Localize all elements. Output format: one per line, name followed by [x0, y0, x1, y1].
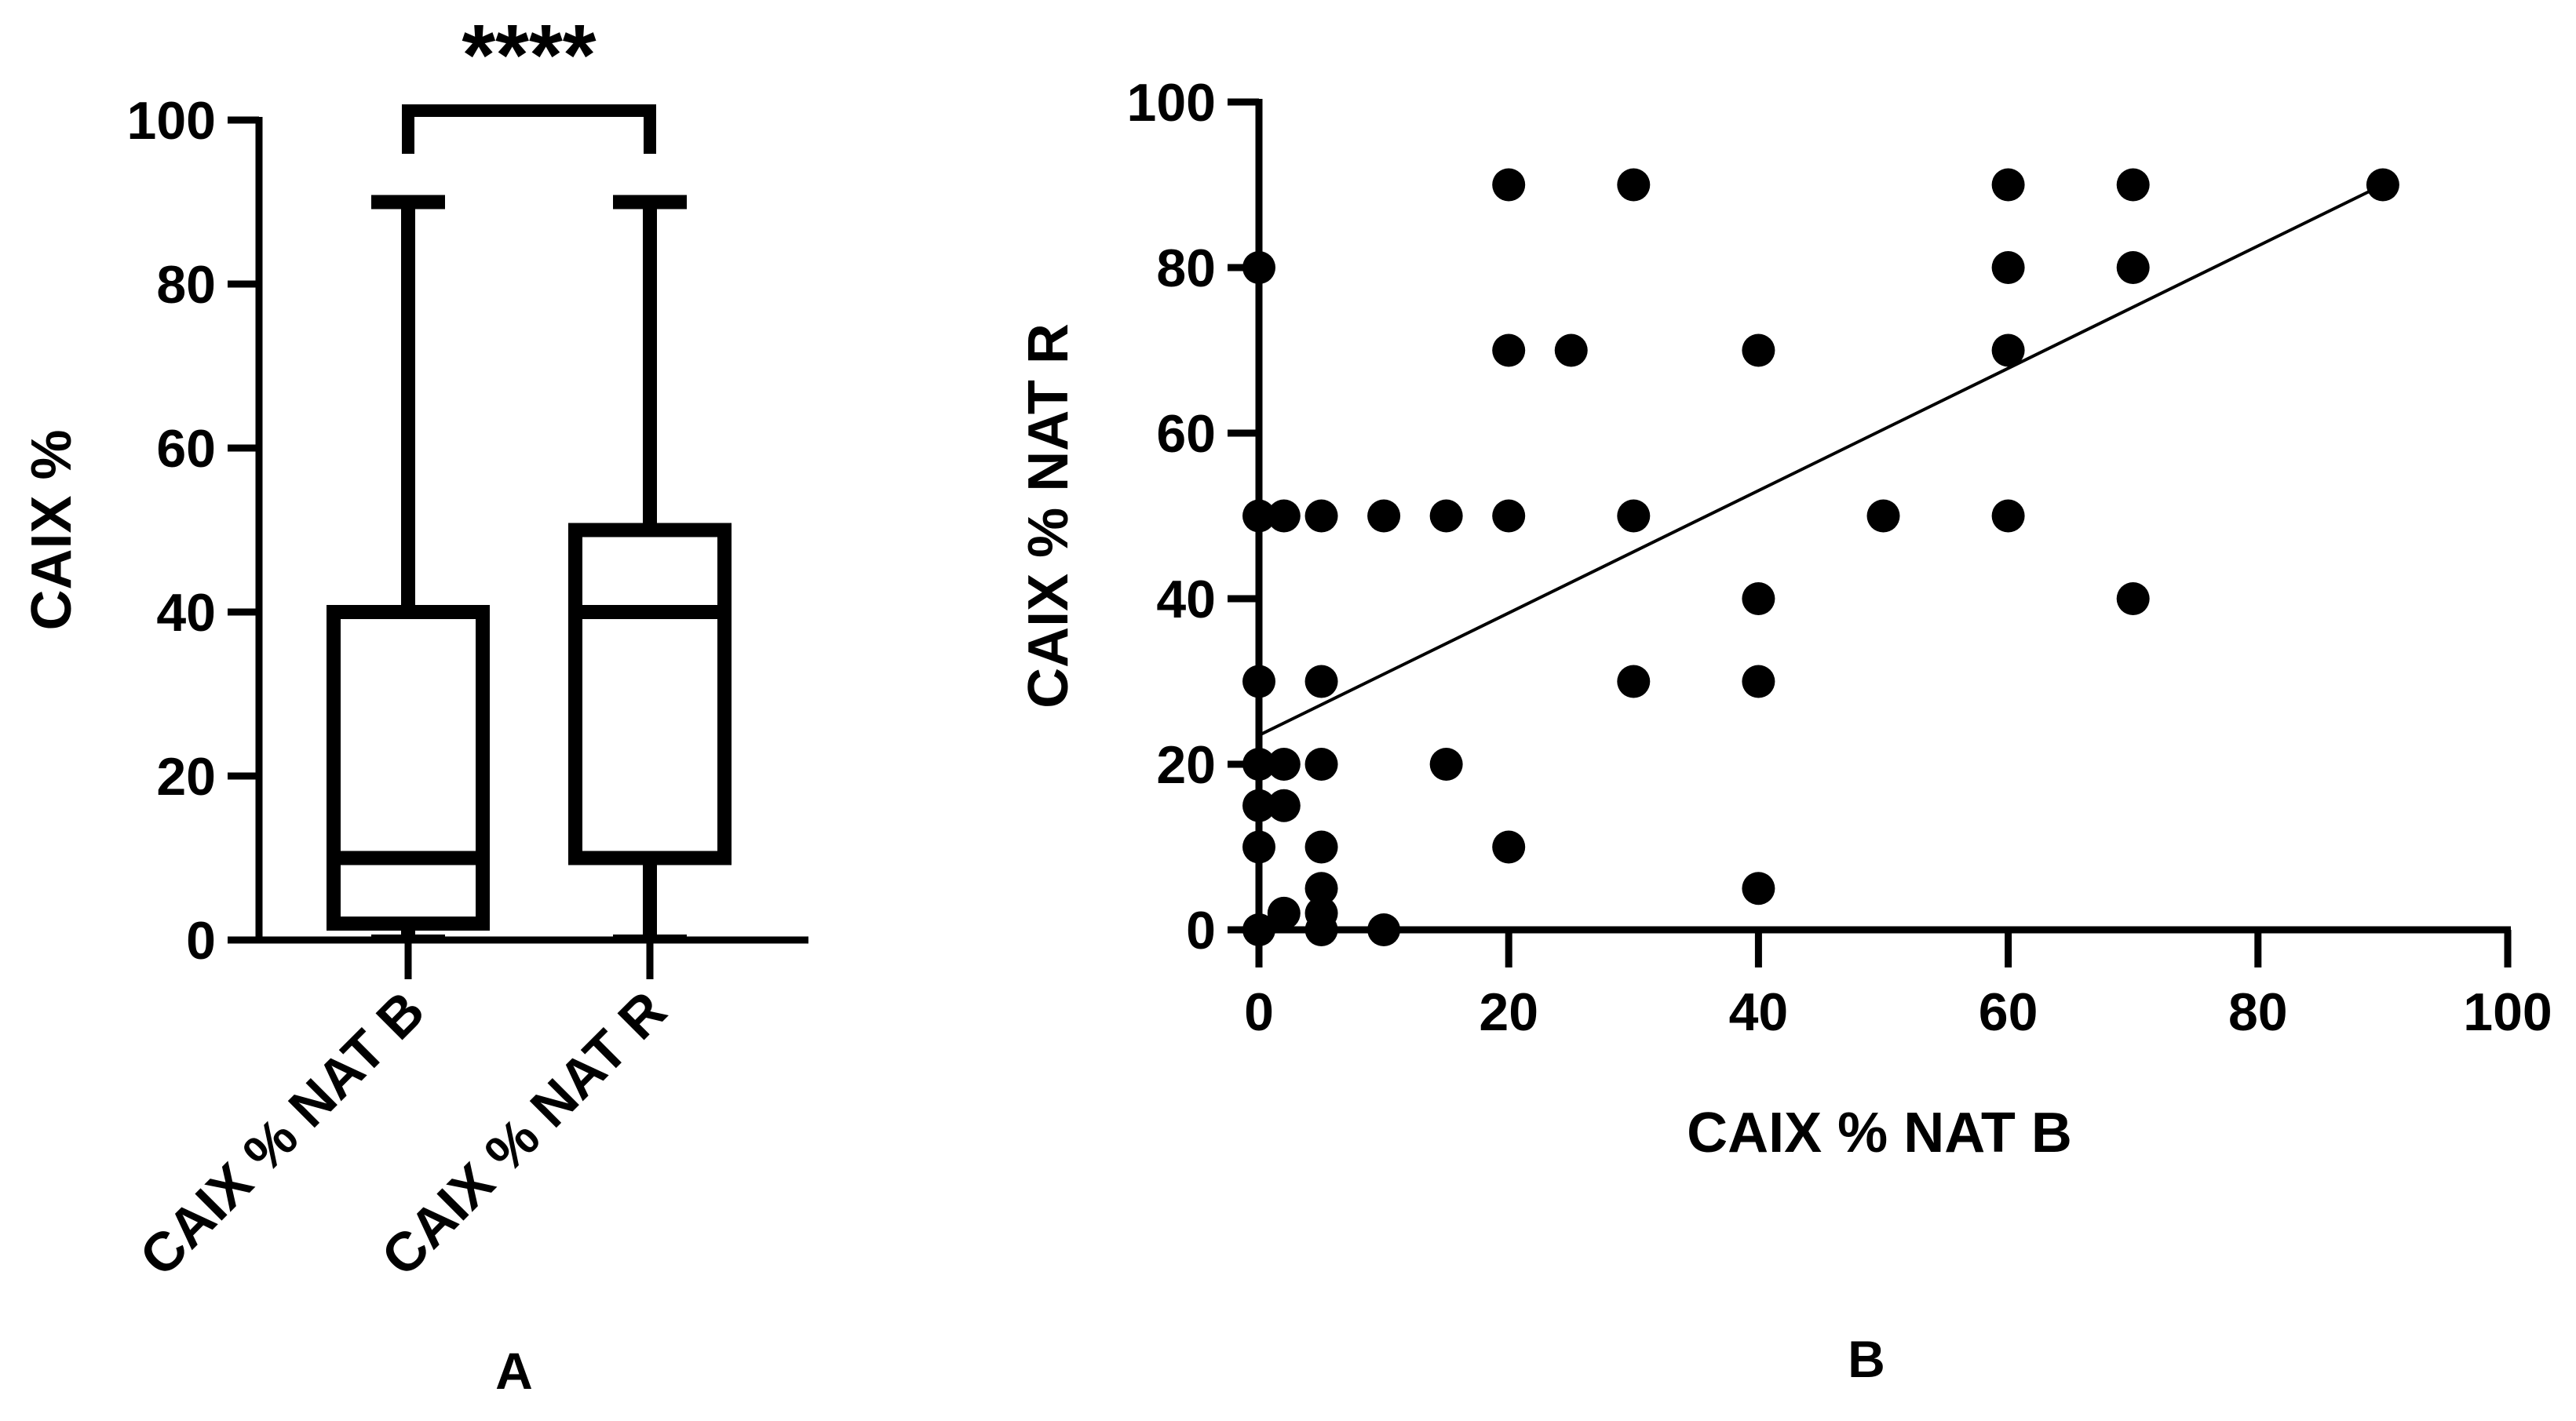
- scatter-point: [1242, 789, 1275, 822]
- y-tick-label: 0: [1186, 901, 1216, 960]
- x-axis-label: CAIX % NAT B: [1687, 1102, 2072, 1164]
- scatter-point: [1242, 251, 1275, 284]
- scatter-point: [1242, 665, 1275, 698]
- y-tick-label: 100: [127, 91, 216, 151]
- scatter-point: [1304, 665, 1338, 698]
- scatter-point: [1991, 499, 2025, 533]
- y-axis-label: CAIX % NAT R: [1017, 323, 1080, 709]
- scatter-point: [1242, 499, 1275, 533]
- scatter-point: [1242, 913, 1275, 946]
- scatter-point: [1304, 872, 1338, 905]
- y-tick-label: 40: [1156, 570, 1216, 629]
- y-tick-label: 20: [1156, 735, 1216, 795]
- y-tick-label: 60: [156, 419, 216, 479]
- scatter-point: [1617, 665, 1651, 698]
- scatter-point: [1267, 499, 1301, 533]
- scatter-point: [1991, 333, 2025, 367]
- scatter-point: [1991, 251, 2025, 284]
- scatter-point: [1242, 830, 1275, 864]
- scatter-point: [1554, 333, 1588, 367]
- y-tick-label: 60: [1156, 404, 1216, 464]
- scatter-point: [1742, 872, 1775, 905]
- scatter-point: [1304, 748, 1338, 781]
- x-tick-label: 40: [1729, 982, 1789, 1042]
- box-iqr: [327, 605, 490, 931]
- y-tick-label: 0: [186, 911, 216, 971]
- panel-label: A: [495, 1342, 533, 1400]
- scatter-point: [1742, 582, 1775, 615]
- scatter-point: [1267, 748, 1301, 781]
- scatter-point: [1617, 499, 1651, 533]
- scatter-point: [1492, 168, 1526, 202]
- significance-bracket: [402, 104, 656, 154]
- scatter-point: [1492, 499, 1526, 533]
- scatter-point: [1866, 499, 1900, 533]
- scatter-point: [1991, 168, 2025, 202]
- scatter-point: [2116, 582, 2150, 615]
- scatter-point: [1429, 499, 1463, 533]
- y-tick-label: 20: [156, 747, 216, 807]
- scatter-point: [1242, 748, 1275, 781]
- x-tick-label: 20: [1479, 982, 1538, 1042]
- scatter-point: [1304, 913, 1338, 946]
- y-tick-label: 80: [156, 255, 216, 315]
- scatter-point: [1267, 789, 1301, 822]
- scatter-point: [1304, 830, 1338, 864]
- y-tick-label: 40: [156, 583, 216, 643]
- x-tick-label: 100: [2463, 982, 2552, 1042]
- scatter-point: [1367, 913, 1401, 946]
- scatter-plot-panel: 0 20 40 60 80 100 0 20 40 60 80 100 CAIX % NAT B CAIX…: [1017, 73, 2552, 1388]
- x-tick-label: 80: [2228, 982, 2288, 1042]
- scatter-point: [1492, 333, 1526, 367]
- scatter-point: [1492, 830, 1526, 864]
- y-axis-label: CAIX %: [20, 429, 83, 630]
- regression-line: [1258, 183, 2384, 737]
- scatter-point: [1429, 748, 1463, 781]
- scatter-point: [1742, 333, 1775, 367]
- scatter-point: [1617, 168, 1651, 202]
- significance-label: ****: [462, 7, 596, 104]
- y-tick-label: 100: [1127, 73, 1216, 133]
- panel-label: B: [1848, 1330, 1885, 1388]
- scatter-point: [1367, 499, 1401, 533]
- scatter-point: [2366, 168, 2399, 202]
- scatter-point: [2116, 168, 2150, 202]
- box-iqr: [568, 523, 732, 865]
- x-tick-label: 60: [1979, 982, 2038, 1042]
- scatter-point: [1267, 896, 1301, 930]
- x-tick-label: 0: [1244, 982, 1274, 1042]
- scatter-point: [1742, 665, 1775, 698]
- scatter-point: [1304, 499, 1338, 533]
- scatter-point: [2116, 251, 2150, 284]
- y-tick-label: 80: [1156, 239, 1216, 298]
